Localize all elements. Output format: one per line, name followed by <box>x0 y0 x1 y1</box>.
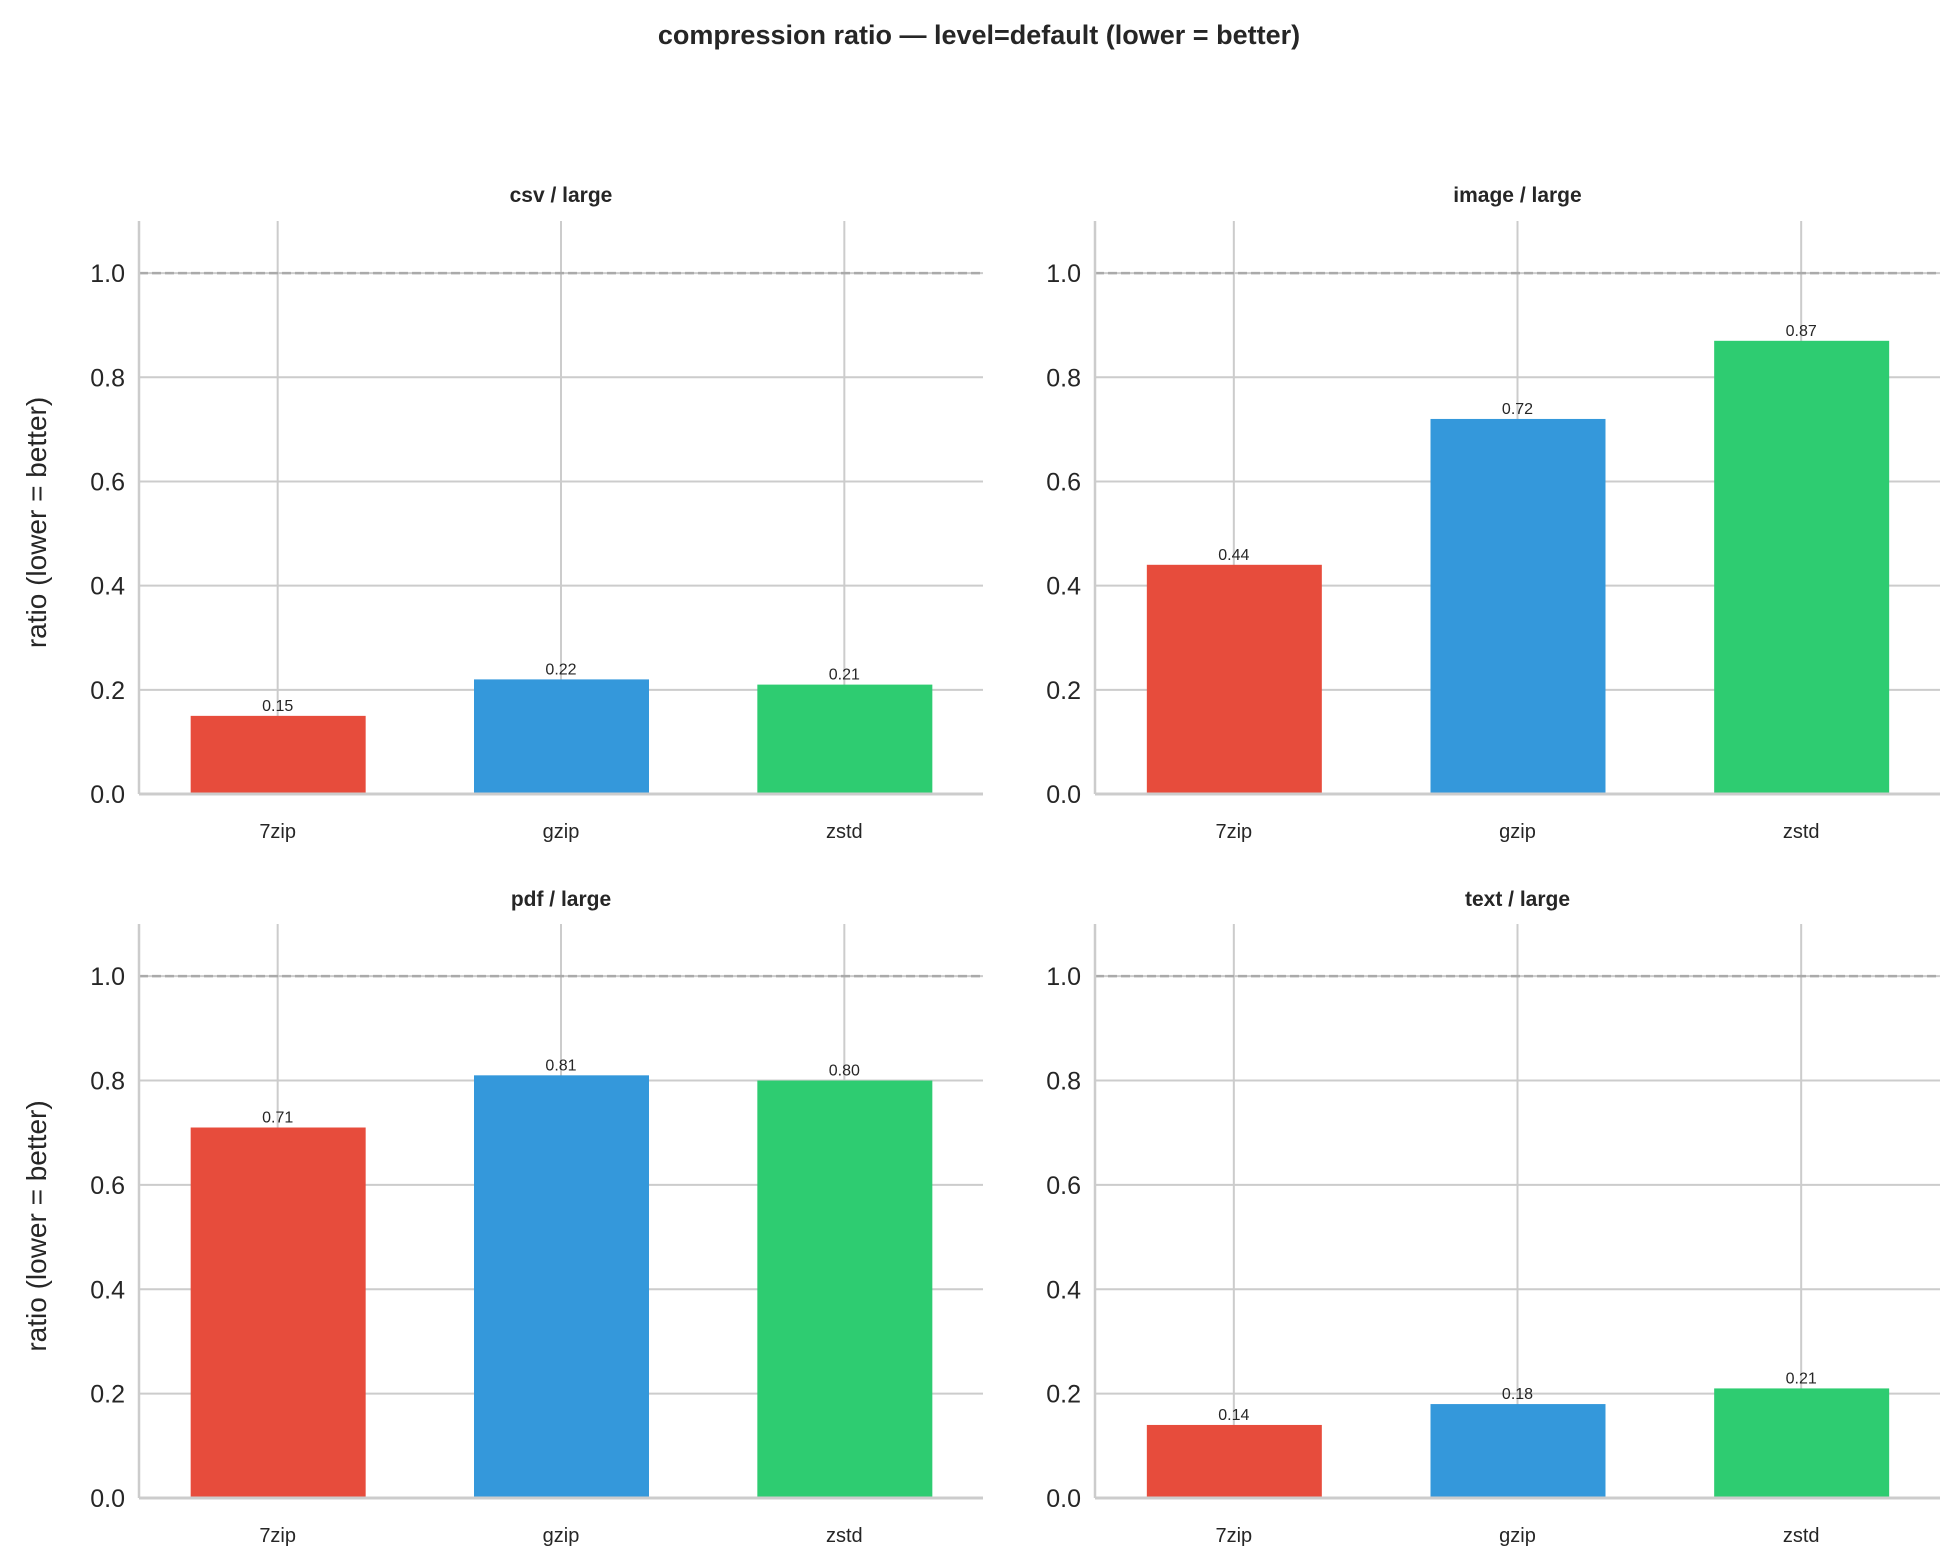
y-tick-label: 1.0 <box>1046 963 1081 991</box>
bar-7zip <box>190 1127 366 1498</box>
subplot-title: csv / large <box>510 184 613 207</box>
chart-suptitle: compression ratio — level=default (lower… <box>658 20 1300 50</box>
y-tick-label: 0.8 <box>90 364 125 392</box>
subplot-title: text / large <box>1465 888 1570 911</box>
y-tick-label: 0.4 <box>90 573 125 601</box>
x-tick-label: zstd <box>1783 1525 1820 1547</box>
y-tick-label: 1.0 <box>90 963 125 991</box>
data-label: 0.44 <box>1218 547 1249 564</box>
x-tick-label: 7zip <box>259 1525 296 1547</box>
data-label: 0.21 <box>1786 1370 1817 1387</box>
y-tick-label: 0.8 <box>90 1068 125 1096</box>
y-tick-label: 1.0 <box>90 260 125 288</box>
x-tick-label: gzip <box>543 821 580 843</box>
data-label: 0.72 <box>1502 401 1533 418</box>
subplot-3: 0.0 0.2 0.4 0.6 0.8 1.0 0.14 7zip 0.18 gzip 0.21 zs… <box>1046 888 1940 1547</box>
y-tick-label: 0.6 <box>90 1172 125 1200</box>
x-tick-label: gzip <box>1499 821 1536 843</box>
subplot-0: 0.0 0.2 0.4 0.6 0.8 1.0 0.15 7zip 0.22 gzip 0.21 zs… <box>21 184 983 843</box>
x-tick-label: 7zip <box>1215 1525 1252 1547</box>
y-tick-label: 0.4 <box>1046 1276 1081 1304</box>
bar-zstd <box>1714 1388 1890 1498</box>
data-label: 0.14 <box>1218 1407 1249 1424</box>
subplot-2: 0.0 0.2 0.4 0.6 0.8 1.0 0.71 7zip 0.81 gzip 0.80 zs… <box>21 888 983 1547</box>
x-tick-label: zstd <box>1783 821 1820 843</box>
data-label: 0.22 <box>545 661 576 678</box>
data-label: 0.80 <box>829 1063 860 1080</box>
x-tick-label: gzip <box>1499 1525 1536 1547</box>
x-tick-label: zstd <box>826 821 863 843</box>
bar-gzip <box>1430 1404 1606 1498</box>
bar-7zip <box>190 715 366 794</box>
y-axis-label: ratio (lower = better) <box>21 1100 52 1351</box>
bar-7zip <box>1146 564 1322 794</box>
subplot-title: pdf / large <box>511 888 611 911</box>
x-tick-label: 7zip <box>259 821 296 843</box>
y-tick-label: 0.6 <box>1046 1172 1081 1200</box>
bar-gzip <box>474 679 649 794</box>
data-label: 0.87 <box>1786 323 1817 340</box>
y-tick-label: 0.2 <box>1046 1381 1081 1409</box>
bar-zstd <box>757 684 933 794</box>
data-label: 0.18 <box>1502 1386 1533 1403</box>
y-tick-label: 0.0 <box>90 781 125 809</box>
data-label: 0.15 <box>262 698 293 715</box>
data-label: 0.81 <box>545 1057 576 1074</box>
y-tick-label: 0.2 <box>90 1381 125 1409</box>
data-label: 0.71 <box>262 1110 293 1127</box>
y-tick-label: 1.0 <box>1046 260 1081 288</box>
subplot-title: image / large <box>1453 184 1581 207</box>
bar-7zip <box>1146 1424 1322 1498</box>
data-label: 0.21 <box>829 667 860 684</box>
bar-zstd <box>757 1080 933 1498</box>
y-tick-label: 0.4 <box>90 1276 125 1304</box>
bar-gzip <box>1430 418 1606 794</box>
bar-zstd <box>1714 340 1890 794</box>
y-tick-label: 0.2 <box>90 677 125 705</box>
y-tick-label: 0.0 <box>90 1485 125 1513</box>
y-tick-label: 0.0 <box>1046 781 1081 809</box>
y-tick-label: 0.8 <box>1046 1068 1081 1096</box>
bar-gzip <box>474 1075 649 1498</box>
subplot-1: 0.0 0.2 0.4 0.6 0.8 1.0 0.44 7zip 0.72 gzip 0.87 zs… <box>1046 184 1940 843</box>
y-tick-label: 0.6 <box>90 468 125 496</box>
y-tick-label: 0.8 <box>1046 364 1081 392</box>
y-tick-label: 0.0 <box>1046 1485 1081 1513</box>
y-tick-label: 0.4 <box>1046 573 1081 601</box>
y-tick-label: 0.6 <box>1046 468 1081 496</box>
x-tick-label: gzip <box>543 1525 580 1547</box>
x-tick-label: zstd <box>826 1525 863 1547</box>
y-axis-label: ratio (lower = better) <box>21 397 52 648</box>
y-tick-label: 0.2 <box>1046 677 1081 705</box>
x-tick-label: 7zip <box>1215 821 1252 843</box>
